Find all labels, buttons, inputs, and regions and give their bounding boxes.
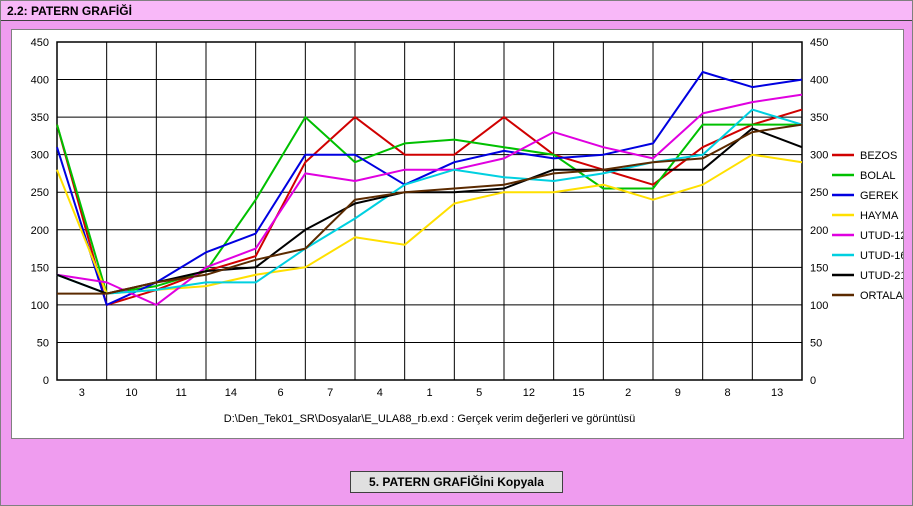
svg-text:UTUD-21: UTUD-21 <box>860 270 903 282</box>
svg-text:UTUD-12: UTUD-12 <box>860 230 903 242</box>
svg-text:BOLAL: BOLAL <box>860 170 895 182</box>
svg-text:300: 300 <box>31 150 49 162</box>
svg-text:12: 12 <box>523 387 535 399</box>
svg-text:14: 14 <box>225 387 237 399</box>
svg-text:450: 450 <box>31 37 49 49</box>
svg-text:BEZOS: BEZOS <box>860 150 897 162</box>
svg-text:350: 350 <box>31 112 49 124</box>
svg-text:0: 0 <box>43 375 49 387</box>
svg-text:250: 250 <box>31 187 49 199</box>
copy-chart-button[interactable]: 5. PATERN GRAFİĞİni Kopyala <box>350 471 563 493</box>
svg-text:200: 200 <box>810 225 828 237</box>
svg-text:10: 10 <box>125 387 137 399</box>
line-chart-svg: 0 0 50 50 100 100 150 150 200 200 250 250 300 300 350 3… <box>12 30 903 438</box>
svg-text:1: 1 <box>426 387 432 399</box>
svg-text:400: 400 <box>31 75 49 87</box>
panel-title-bar: 2.2: PATERN GRAFİĞİ <box>1 1 912 21</box>
svg-text:450: 450 <box>810 37 828 49</box>
svg-text:8: 8 <box>724 387 730 399</box>
svg-text:7: 7 <box>327 387 333 399</box>
panel-title: 2.2: PATERN GRAFİĞİ <box>7 4 132 18</box>
svg-text:150: 150 <box>810 262 828 274</box>
svg-text:50: 50 <box>37 337 49 349</box>
svg-text:300: 300 <box>810 150 828 162</box>
svg-text:0: 0 <box>810 375 816 387</box>
panel-footer: 5. PATERN GRAFİĞİni Kopyala <box>1 471 912 493</box>
svg-text:4: 4 <box>377 387 383 399</box>
svg-text:11: 11 <box>175 387 186 399</box>
svg-text:13: 13 <box>771 387 783 399</box>
svg-text:ORTALAMA: ORTALAMA <box>860 290 903 302</box>
svg-text:100: 100 <box>31 300 49 312</box>
svg-text:2: 2 <box>625 387 631 399</box>
chart-area: 0 0 50 50 100 100 150 150 200 200 250 250 300 300 350 3… <box>11 29 904 439</box>
svg-text:400: 400 <box>810 75 828 87</box>
svg-text:50: 50 <box>810 337 822 349</box>
svg-text:250: 250 <box>810 187 828 199</box>
svg-text:350: 350 <box>810 112 828 124</box>
svg-text:UTUD-16: UTUD-16 <box>860 250 903 262</box>
patern-panel: 2.2: PATERN GRAFİĞİ 0 0 50 50 100 100 150 150 20… <box>0 0 913 506</box>
svg-text:6: 6 <box>277 387 283 399</box>
svg-text:9: 9 <box>675 387 681 399</box>
svg-text:HAYMA: HAYMA <box>860 210 899 222</box>
svg-text:200: 200 <box>31 225 49 237</box>
svg-text:GEREK: GEREK <box>860 190 899 202</box>
svg-text:D:\Den_Tek01_SR\Dosyalar\E_ULA: D:\Den_Tek01_SR\Dosyalar\E_ULA88_rb.exd … <box>224 413 635 425</box>
svg-text:150: 150 <box>31 262 49 274</box>
svg-text:5: 5 <box>476 387 482 399</box>
svg-text:15: 15 <box>572 387 584 399</box>
svg-text:100: 100 <box>810 300 828 312</box>
svg-text:3: 3 <box>79 387 85 399</box>
